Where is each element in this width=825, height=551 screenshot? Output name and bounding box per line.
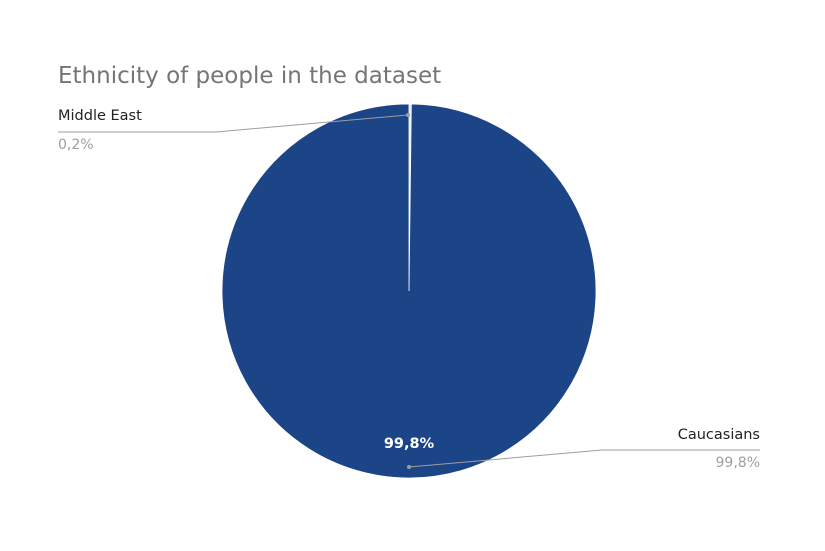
slice-pct-middle-east: 0,2% <box>58 137 94 153</box>
leader-dot-caucasians <box>407 465 411 469</box>
chart-title: Ethnicity of people in the dataset <box>58 63 441 89</box>
inner-value-label-caucasians: 99,8% <box>384 436 435 452</box>
pie-slices <box>221 103 597 479</box>
slice-label-middle-east: Middle East <box>58 108 142 124</box>
slice-label-caucasians: Caucasians <box>678 427 760 443</box>
pie-slice-caucasians <box>221 103 597 479</box>
leader-line-middle-east <box>58 114 409 133</box>
leader-line-caucasians <box>408 449 760 468</box>
leader-dot-middle-east <box>406 113 410 117</box>
slice-pct-caucasians: 99,8% <box>716 455 760 471</box>
